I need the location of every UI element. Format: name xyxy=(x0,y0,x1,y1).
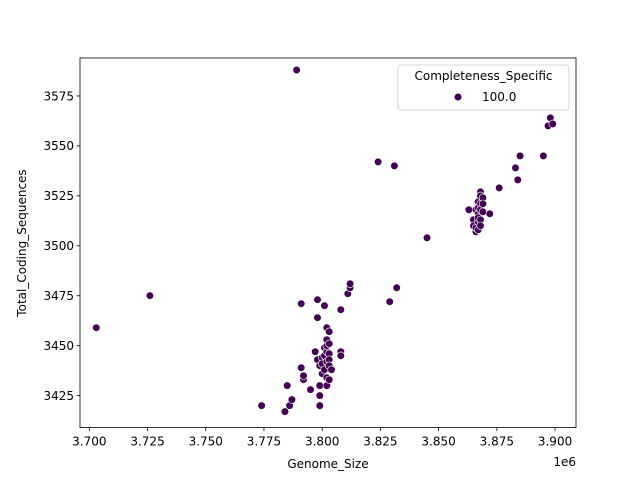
data-point xyxy=(315,401,324,410)
y-tick-label: 3575 xyxy=(43,89,74,103)
y-tick-label: 3550 xyxy=(43,139,74,153)
points-layer xyxy=(92,65,557,416)
plot-frame xyxy=(79,57,577,429)
data-point xyxy=(464,205,474,214)
data-point xyxy=(495,183,504,192)
data-point xyxy=(346,279,355,288)
y-tick-label: 3525 xyxy=(43,189,74,203)
y-axis-label: Total_Coding_Sequences xyxy=(15,169,29,317)
legend-marker xyxy=(453,92,463,102)
x-tick-label: 3.750 xyxy=(189,435,223,449)
data-point xyxy=(336,305,345,314)
x-tick-label: 3.900 xyxy=(538,435,572,449)
y-tick-label: 3425 xyxy=(43,389,74,403)
data-point xyxy=(145,291,154,300)
data-point xyxy=(92,323,101,332)
data-point xyxy=(280,407,290,416)
data-point xyxy=(297,299,306,308)
ticks-layer: 3.700 3.725 3.750 3.775 3.800 3.825 3.850 3.875… xyxy=(43,89,572,448)
data-point xyxy=(320,301,329,310)
data-point xyxy=(292,65,301,75)
data-point xyxy=(313,295,322,304)
data-point xyxy=(311,347,320,356)
data-point xyxy=(478,199,488,208)
data-point xyxy=(325,375,334,384)
legend-title: Completeness_Specific xyxy=(414,69,552,83)
data-point xyxy=(515,151,525,160)
x-tick-label: 3.800 xyxy=(305,435,339,449)
x-tick-label: 3.825 xyxy=(363,435,397,449)
data-point xyxy=(257,401,266,410)
y-tick-label: 3500 xyxy=(43,239,74,253)
data-point xyxy=(374,157,383,166)
x-offset-label: 1e6 xyxy=(553,455,576,469)
data-point xyxy=(513,175,522,184)
legend: Completeness_Specific 100.0 xyxy=(397,64,570,111)
data-point xyxy=(392,283,401,292)
data-point xyxy=(336,351,345,360)
x-tick-label: 3.775 xyxy=(247,435,281,449)
data-point xyxy=(283,381,292,390)
data-point xyxy=(297,363,306,372)
data-point xyxy=(385,297,394,306)
data-point xyxy=(315,391,324,400)
x-tick-label: 3.700 xyxy=(72,435,106,449)
legend-entry-label: 100.0 xyxy=(482,90,516,104)
data-point xyxy=(315,381,324,390)
data-point xyxy=(325,339,334,348)
data-point xyxy=(299,371,308,380)
data-point xyxy=(313,313,322,322)
data-point xyxy=(476,221,485,230)
x-tick-label: 3.725 xyxy=(130,435,164,449)
data-point xyxy=(325,327,334,336)
data-point xyxy=(485,209,494,218)
data-point xyxy=(422,233,432,242)
data-point xyxy=(287,395,297,404)
y-tick-label: 3450 xyxy=(43,339,74,353)
data-point xyxy=(511,163,520,172)
x-axis-label: Genome_Size xyxy=(287,457,368,471)
data-point xyxy=(327,365,336,374)
data-point xyxy=(539,151,548,160)
y-tick-label: 3475 xyxy=(43,289,74,303)
data-point xyxy=(390,161,399,170)
x-tick-label: 3.875 xyxy=(480,435,514,449)
data-point xyxy=(548,119,557,128)
x-tick-label: 3.850 xyxy=(421,435,455,449)
legend-box xyxy=(397,64,570,111)
data-point xyxy=(478,207,488,216)
data-point xyxy=(306,385,315,394)
